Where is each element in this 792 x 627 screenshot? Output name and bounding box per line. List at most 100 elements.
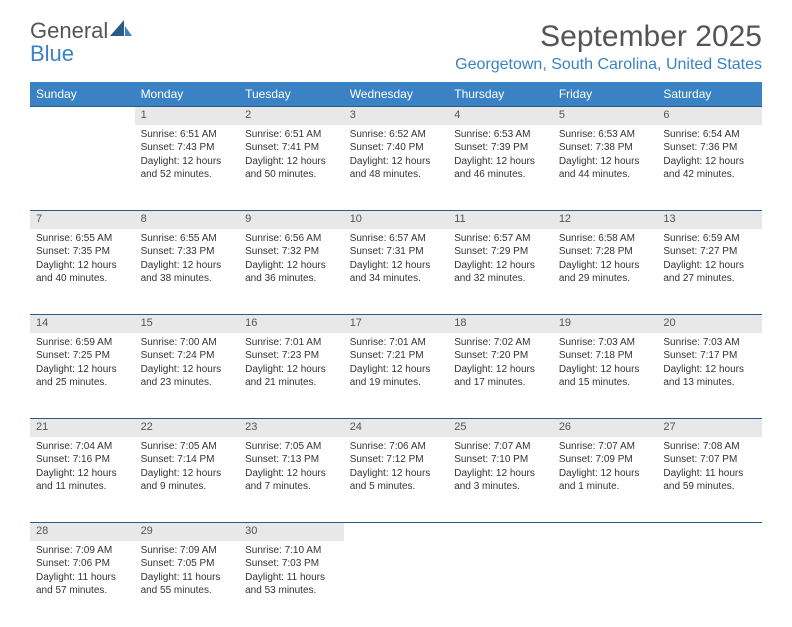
daylight-text: Daylight: 12 hours and 23 minutes.: [141, 363, 234, 390]
day-cell: Sunrise: 6:57 AMSunset: 7:31 PMDaylight:…: [344, 229, 449, 315]
detail-row: Sunrise: 7:09 AMSunset: 7:06 PMDaylight:…: [30, 541, 762, 627]
day-cell: Sunrise: 7:03 AMSunset: 7:17 PMDaylight:…: [657, 333, 762, 419]
sunset-text: Sunset: 7:06 PM: [36, 557, 129, 571]
sunrise-text: Sunrise: 6:56 AM: [245, 232, 338, 246]
sunset-text: Sunset: 7:21 PM: [350, 349, 443, 363]
logo-blue: Blue: [30, 41, 74, 66]
sunset-text: Sunset: 7:41 PM: [245, 141, 338, 155]
day-header: Tuesday: [239, 82, 344, 107]
daylight-text: Daylight: 12 hours and 50 minutes.: [245, 155, 338, 182]
day-cell: Sunrise: 6:52 AMSunset: 7:40 PMDaylight:…: [344, 125, 449, 211]
sunset-text: Sunset: 7:43 PM: [141, 141, 234, 155]
day-cell: Sunrise: 7:01 AMSunset: 7:21 PMDaylight:…: [344, 333, 449, 419]
day-number: 12: [553, 211, 658, 229]
sunset-text: Sunset: 7:31 PM: [350, 245, 443, 259]
daylight-text: Daylight: 12 hours and 25 minutes.: [36, 363, 129, 390]
day-cell: Sunrise: 6:59 AMSunset: 7:25 PMDaylight:…: [30, 333, 135, 419]
day-number: 13: [657, 211, 762, 229]
day-cell: Sunrise: 6:53 AMSunset: 7:38 PMDaylight:…: [553, 125, 658, 211]
day-number: 23: [239, 419, 344, 437]
day-cell: Sunrise: 7:09 AMSunset: 7:06 PMDaylight:…: [30, 541, 135, 627]
sunrise-text: Sunrise: 6:53 AM: [559, 128, 652, 142]
day-cell: Sunrise: 6:51 AMSunset: 7:43 PMDaylight:…: [135, 125, 240, 211]
sunset-text: Sunset: 7:03 PM: [245, 557, 338, 571]
day-number: 20: [657, 315, 762, 333]
day-cell: [448, 541, 553, 627]
sunset-text: Sunset: 7:18 PM: [559, 349, 652, 363]
daylight-text: Daylight: 12 hours and 29 minutes.: [559, 259, 652, 286]
sunrise-text: Sunrise: 6:55 AM: [36, 232, 129, 246]
sunset-text: Sunset: 7:23 PM: [245, 349, 338, 363]
daynum-row: 123456: [30, 107, 762, 125]
sunset-text: Sunset: 7:39 PM: [454, 141, 547, 155]
sunset-text: Sunset: 7:20 PM: [454, 349, 547, 363]
sunrise-text: Sunrise: 7:06 AM: [350, 440, 443, 454]
calendar-table: Sunday Monday Tuesday Wednesday Thursday…: [30, 82, 762, 627]
sunrise-text: Sunrise: 6:54 AM: [663, 128, 756, 142]
daylight-text: Daylight: 12 hours and 48 minutes.: [350, 155, 443, 182]
day-number: [30, 107, 135, 125]
sunrise-text: Sunrise: 7:02 AM: [454, 336, 547, 350]
day-cell: Sunrise: 7:08 AMSunset: 7:07 PMDaylight:…: [657, 437, 762, 523]
day-number: 1: [135, 107, 240, 125]
day-cell: Sunrise: 7:02 AMSunset: 7:20 PMDaylight:…: [448, 333, 553, 419]
sunrise-text: Sunrise: 7:09 AM: [36, 544, 129, 558]
daylight-text: Daylight: 12 hours and 7 minutes.: [245, 467, 338, 494]
daylight-text: Daylight: 11 hours and 55 minutes.: [141, 571, 234, 598]
day-cell: Sunrise: 6:53 AMSunset: 7:39 PMDaylight:…: [448, 125, 553, 211]
month-title: September 2025: [455, 20, 762, 54]
day-number: 15: [135, 315, 240, 333]
daylight-text: Daylight: 12 hours and 17 minutes.: [454, 363, 547, 390]
day-cell: [30, 125, 135, 211]
daylight-text: Daylight: 12 hours and 1 minute.: [559, 467, 652, 494]
day-cell: Sunrise: 7:03 AMSunset: 7:18 PMDaylight:…: [553, 333, 658, 419]
sunset-text: Sunset: 7:38 PM: [559, 141, 652, 155]
day-number: 9: [239, 211, 344, 229]
sunset-text: Sunset: 7:09 PM: [559, 453, 652, 467]
day-cell: Sunrise: 6:55 AMSunset: 7:35 PMDaylight:…: [30, 229, 135, 315]
daylight-text: Daylight: 12 hours and 34 minutes.: [350, 259, 443, 286]
daylight-text: Daylight: 11 hours and 53 minutes.: [245, 571, 338, 598]
day-header: Thursday: [448, 82, 553, 107]
day-number: [344, 523, 449, 541]
sunrise-text: Sunrise: 6:57 AM: [454, 232, 547, 246]
sunset-text: Sunset: 7:32 PM: [245, 245, 338, 259]
detail-row: Sunrise: 6:51 AMSunset: 7:43 PM Daylight:…: [30, 125, 762, 211]
day-number: [553, 523, 658, 541]
daynum-row: 78910111213: [30, 211, 762, 229]
day-cell: Sunrise: 6:58 AMSunset: 7:28 PMDaylight:…: [553, 229, 658, 315]
title-block: September 2025 Georgetown, South Carolin…: [455, 20, 762, 74]
daylight-text: Daylight: 12 hours and 46 minutes.: [454, 155, 547, 182]
daylight-text: Daylight: 12 hours and 40 minutes.: [36, 259, 129, 286]
day-cell: Sunrise: 7:04 AMSunset: 7:16 PMDaylight:…: [30, 437, 135, 523]
sunset-text: Sunset: 7:27 PM: [663, 245, 756, 259]
day-number: 18: [448, 315, 553, 333]
sunrise-text: Sunrise: 7:10 AM: [245, 544, 338, 558]
sunset-text: Sunset: 7:16 PM: [36, 453, 129, 467]
sunrise-text: Sunrise: 7:05 AM: [141, 440, 234, 454]
location: Georgetown, South Carolina, United State…: [455, 56, 762, 74]
day-number: 24: [344, 419, 449, 437]
sunset-text: Sunset: 7:07 PM: [663, 453, 756, 467]
sunset-text: Sunset: 7:33 PM: [141, 245, 234, 259]
day-header: Monday: [135, 82, 240, 107]
sunrise-text: Sunrise: 6:51 AM: [141, 128, 234, 142]
day-cell: Sunrise: 7:00 AMSunset: 7:24 PMDaylight:…: [135, 333, 240, 419]
day-header: Wednesday: [344, 82, 449, 107]
day-number: 22: [135, 419, 240, 437]
sunrise-text: Sunrise: 6:59 AM: [663, 232, 756, 246]
day-cell: Sunrise: 6:55 AMSunset: 7:33 PMDaylight:…: [135, 229, 240, 315]
daylight-text: Daylight: 12 hours and 15 minutes.: [559, 363, 652, 390]
sunrise-text: Sunrise: 7:07 AM: [559, 440, 652, 454]
logo-sail-icon: [110, 20, 132, 43]
sunrise-text: Sunrise: 7:09 AM: [141, 544, 234, 558]
detail-row: Sunrise: 7:04 AMSunset: 7:16 PMDaylight:…: [30, 437, 762, 523]
daylight-text: Daylight: 12 hours and 44 minutes.: [559, 155, 652, 182]
sunset-text: Sunset: 7:29 PM: [454, 245, 547, 259]
day-number: 7: [30, 211, 135, 229]
day-number: 3: [344, 107, 449, 125]
day-number: 14: [30, 315, 135, 333]
daylight-text: Daylight: 12 hours and 9 minutes.: [141, 467, 234, 494]
day-cell: [657, 541, 762, 627]
daylight-text: Daylight: 12 hours and 32 minutes.: [454, 259, 547, 286]
